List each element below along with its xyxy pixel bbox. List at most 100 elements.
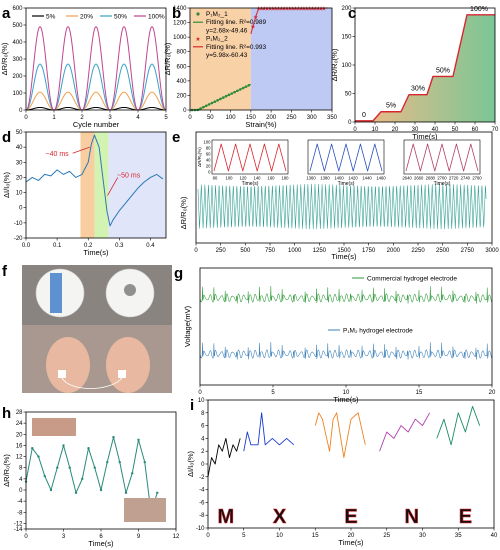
panel-h-ytick-label: 20 <box>16 432 23 438</box>
inset-2-xtick-label: 2720 <box>449 176 459 181</box>
inset-2-xtick-label: 2640 <box>402 176 412 181</box>
marker-p1m2-1 <box>241 86 245 90</box>
finger-marker <box>118 460 121 464</box>
panel-d-ylabel: ΔI/I₀(%) <box>2 171 11 198</box>
finger-marker <box>93 466 96 469</box>
panel-a-ytick-label: 100 <box>12 91 23 97</box>
legend-1-label: Fitting line. R²=0.989 <box>206 19 267 26</box>
legend-4-label: Fitting line. R²=0.993 <box>206 44 267 51</box>
inset-0-ytick-label: 60 <box>206 152 211 157</box>
panel-e-xtick-label: 1250 <box>313 248 327 254</box>
legend-0-swatch <box>196 12 200 16</box>
panel-d-xtick-label: 0.2 <box>84 243 93 249</box>
panel-i-ytick-label: -10 <box>196 526 205 532</box>
letter-4: E <box>459 506 472 528</box>
inset-photo-bent <box>124 498 166 522</box>
panel-b-xtick-label: 300 <box>307 115 318 121</box>
panel-g-xtick-label: 10 <box>343 390 350 396</box>
panel-i-xlabel: Time(s) <box>338 538 364 547</box>
panel-b-ytick-label: 800 <box>176 50 187 56</box>
panel-c-ylabel: ΔR/R₀(%) <box>330 48 339 81</box>
inset-0-xtick-label: 160 <box>268 176 276 181</box>
inset-0-signal <box>213 143 287 172</box>
letter-signal-0 <box>207 437 241 477</box>
panel-b-xtick-label: 250 <box>286 115 297 121</box>
panel-i-ytick-label: -6 <box>199 500 205 506</box>
panel-i-xtick-label: 0 <box>206 533 210 539</box>
panel-b-frame <box>189 7 333 111</box>
finger-marker <box>137 438 140 442</box>
marker-p1m2-2: ★ <box>267 5 272 12</box>
photo-bottom <box>22 325 172 393</box>
inset-1: 1360 1380 1400 1420 1440 1460 Time(s) <box>306 139 386 187</box>
panel-d-ytick-label: 40 <box>16 145 23 151</box>
inset-2-xtick-label: 2680 <box>426 176 436 181</box>
panel-d-ytick-label: 10 <box>16 191 23 197</box>
marker-p1m2-2: ★ <box>276 5 281 12</box>
legend-3-label: P₁M₂_2 <box>206 36 228 43</box>
marker-p1m2-1 <box>239 88 242 91</box>
finger-marker <box>68 466 71 469</box>
panel-e-xtick-label: 2250 <box>411 248 425 254</box>
panel-e-xtick-label: 0 <box>194 248 198 254</box>
inset-2-xtick-label: 2740 <box>461 176 471 181</box>
panel-h-ytick-label: -14 <box>14 527 23 533</box>
panel-g-xtick-label: 0 <box>198 390 202 396</box>
marker-p1m2-1 <box>204 104 208 108</box>
marker-p1m2-1 <box>230 92 234 95</box>
marker-p1m2-2: ★ <box>298 5 303 12</box>
panel-h-xtick-label: 6 <box>99 534 103 540</box>
panel-g: Commercial hydrogel electrode P₁M₂ hydrog… <box>183 267 496 404</box>
marker-p1m2-2: ★ <box>310 5 315 12</box>
marker-p1m2-2: ★ <box>293 5 298 12</box>
panel-b-xtick-label: 100 <box>226 115 237 121</box>
panel-a-xtick-label: 3 <box>108 115 112 121</box>
panel-d-xtick-label: 0.4 <box>146 243 155 249</box>
finger-signal <box>25 436 158 513</box>
letter-3: N <box>405 506 419 528</box>
panel-d-ytick-label: 30 <box>16 160 23 166</box>
panel-h-ytick-label: -12 <box>14 521 23 527</box>
inset-1-xlabel: Time(s) <box>338 181 355 187</box>
legend-0-label: P₁M₂_1 <box>206 11 228 18</box>
panel-g-xlabel: Time(s) <box>333 395 359 404</box>
letter-signal-4 <box>436 405 481 446</box>
panel-label-e: e <box>172 129 180 146</box>
panel-a-xtick-label: 5 <box>164 115 168 121</box>
inset-0: 80 100 120 140 160 180Time(s)100806040200ΔR/R… <box>197 140 289 188</box>
panel-i-xtick-label: 20 <box>348 533 355 539</box>
panel-i-xtick-label: 25 <box>383 533 390 539</box>
panel-h-ytick-label: 24 <box>16 421 23 427</box>
marker-p1m2-1 <box>247 83 251 87</box>
marker-p1m2-2: ★ <box>321 5 326 12</box>
finger-marker <box>49 488 53 492</box>
panel-label-h: h <box>2 405 11 422</box>
panel-e-ylabel: ΔR/R₀(%) <box>179 196 188 229</box>
panel-c-xtick-label: 20 <box>392 127 399 133</box>
finger-marker <box>37 455 40 458</box>
panel-h-xtick-label: 9 <box>137 534 141 540</box>
letter-signal-1 <box>243 412 295 452</box>
step-0-label: 0 <box>362 112 366 119</box>
panel-d-ytick-label: 20 <box>16 175 23 181</box>
step-3-label: 50% <box>436 67 450 74</box>
panel-e-xtick-label: 750 <box>265 248 276 254</box>
finger-marker <box>62 444 65 447</box>
panel-c-xtick-label: 10 <box>372 127 379 133</box>
legend-5-label: y=5.98x-60.43 <box>206 52 248 59</box>
panel-a-frame <box>25 7 167 111</box>
inset-0-xtick-label: 120 <box>240 176 248 181</box>
finger-marker <box>74 491 78 494</box>
inset-0-xlabel: Time(s) <box>242 181 259 187</box>
panel-d-xtick-label: 0.3 <box>115 243 124 249</box>
series-1-line <box>25 91 167 111</box>
panel-g-ylabel: Voltage(mV) <box>183 305 192 347</box>
panel-c: 0 5% 30% 50% 100% 0 10 20 30 40 50 60 70 0 50 100 150 200… <box>330 6 499 141</box>
marker-p1m2-2: ★ <box>262 5 267 12</box>
panel-a-xtick-label: 1 <box>52 115 56 121</box>
panel-h-ytick-label: 12 <box>16 455 23 461</box>
panel-a-xtick-label: 4 <box>136 115 140 121</box>
annotation-50ms: ~50 ms <box>117 172 141 179</box>
panel-b-xtick-label: 0 <box>188 115 192 121</box>
finger-marker <box>156 491 159 494</box>
